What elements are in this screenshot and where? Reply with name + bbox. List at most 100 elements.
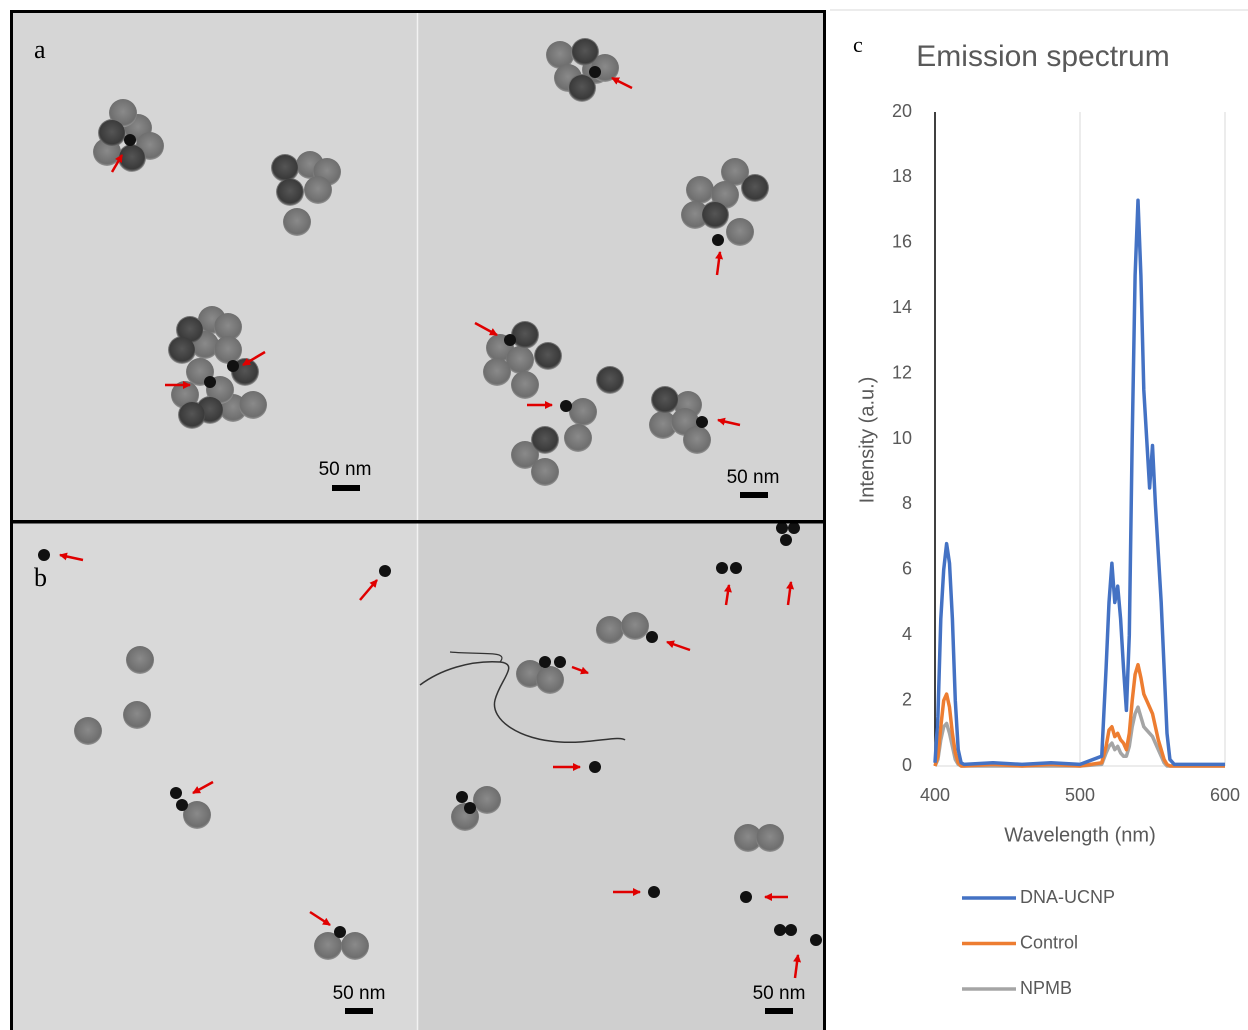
- nanoparticle: [109, 99, 137, 127]
- nanoparticle: [123, 701, 151, 729]
- arrow: [110, 154, 124, 173]
- legend-label: DNA-UCNP: [1020, 887, 1115, 907]
- gold-particle: [589, 66, 601, 78]
- gold-particle: [464, 802, 476, 814]
- gold-particle: [696, 416, 708, 428]
- fiber: [449, 651, 503, 663]
- nanoparticle: [512, 322, 538, 348]
- arrow: [715, 251, 724, 276]
- series-line: [933, 198, 1225, 767]
- scale-bar: [332, 485, 360, 491]
- gold-particle: [334, 926, 346, 938]
- scale-bar-label: 50 nm: [333, 983, 386, 1004]
- tem-image: [418, 522, 826, 1030]
- gold-particle: [785, 924, 797, 936]
- nanoparticle: [272, 155, 298, 181]
- tem-image: [418, 10, 826, 522]
- series-line: [933, 662, 1225, 768]
- y-tick-label: 8: [902, 493, 912, 513]
- gold-particle: [379, 565, 391, 577]
- y-tick-label: 18: [892, 166, 912, 186]
- y-tick-label: 0: [902, 755, 912, 775]
- nanoparticle: [572, 39, 598, 65]
- arrow: [793, 954, 802, 979]
- nanoparticle: [597, 367, 623, 393]
- nanoparticle: [569, 398, 597, 426]
- legend-label: Control: [1020, 932, 1078, 952]
- nanoparticle: [721, 158, 749, 186]
- nanoparticle: [304, 176, 332, 204]
- y-tick-label: 2: [902, 689, 912, 709]
- gold-particle: [780, 534, 792, 546]
- scale-bar-label: 50 nm: [753, 983, 806, 1004]
- arrow: [474, 321, 498, 337]
- gold-particle: [716, 562, 728, 574]
- y-tick-label: 12: [892, 362, 912, 382]
- arrow: [309, 910, 331, 927]
- nanoparticle: [169, 337, 195, 363]
- arrow: [717, 417, 741, 427]
- gold-particle: [712, 234, 724, 246]
- y-tick-label: 10: [892, 428, 912, 448]
- particles: [38, 38, 822, 979]
- panel-border: [10, 520, 826, 1030]
- gold-particle: [560, 400, 572, 412]
- gold-particle: [788, 522, 800, 534]
- nanoparticle: [239, 391, 267, 419]
- gold-particle: [776, 522, 788, 534]
- nanoparticle: [536, 666, 564, 694]
- y-axis-label: Intensity (a.u.): [856, 377, 878, 504]
- nanoparticle: [483, 358, 511, 386]
- legend-label: NPMB: [1020, 978, 1072, 998]
- nanoparticle: [686, 176, 714, 204]
- panel-label: a: [34, 35, 46, 64]
- nanoparticle: [683, 426, 711, 454]
- gold-particle: [730, 562, 742, 574]
- x-axis-label: Wavelength (nm): [1004, 824, 1156, 846]
- gold-particle: [204, 376, 216, 388]
- gold-particle: [810, 934, 822, 946]
- gold-particle: [504, 334, 516, 346]
- nanoparticle: [702, 202, 728, 228]
- arrow: [359, 579, 378, 601]
- scale-bar: [740, 492, 768, 498]
- arrow: [666, 640, 691, 652]
- scale-bar-label: 50 nm: [319, 459, 372, 480]
- gold-particle: [176, 799, 188, 811]
- gold-particle: [646, 631, 658, 643]
- nanoparticle: [596, 616, 624, 644]
- nanoparticle: [506, 346, 534, 374]
- arrow: [59, 552, 84, 562]
- nanoparticle: [734, 824, 762, 852]
- nanoparticle: [511, 441, 539, 469]
- tem-image: [10, 10, 417, 522]
- y-tick-label: 16: [892, 232, 912, 252]
- nanoparticle: [473, 786, 501, 814]
- x-tick-label: 600: [1210, 785, 1240, 805]
- nanoparticle: [74, 717, 102, 745]
- arrow: [786, 581, 795, 606]
- gold-particle: [170, 787, 182, 799]
- nanoparticle: [214, 336, 242, 364]
- nanoparticle: [681, 201, 709, 229]
- arrow: [242, 350, 266, 367]
- nanoparticle: [126, 646, 154, 674]
- panel-label: c: [853, 32, 863, 57]
- gold-particle: [554, 656, 566, 668]
- nanoparticle: [277, 179, 303, 205]
- nanoparticle: [341, 932, 369, 960]
- arrow: [611, 76, 633, 90]
- y-tick-label: 14: [892, 297, 912, 317]
- arrow: [571, 665, 589, 675]
- nanoparticle: [569, 75, 595, 101]
- gold-particle: [38, 549, 50, 561]
- nanoparticle: [546, 41, 574, 69]
- gold-particle: [774, 924, 786, 936]
- fiber: [419, 661, 626, 744]
- gold-particle: [589, 761, 601, 773]
- gold-particle: [456, 791, 468, 803]
- nanoparticle: [535, 343, 561, 369]
- nanoparticle: [652, 387, 678, 413]
- nanoparticle: [649, 411, 677, 439]
